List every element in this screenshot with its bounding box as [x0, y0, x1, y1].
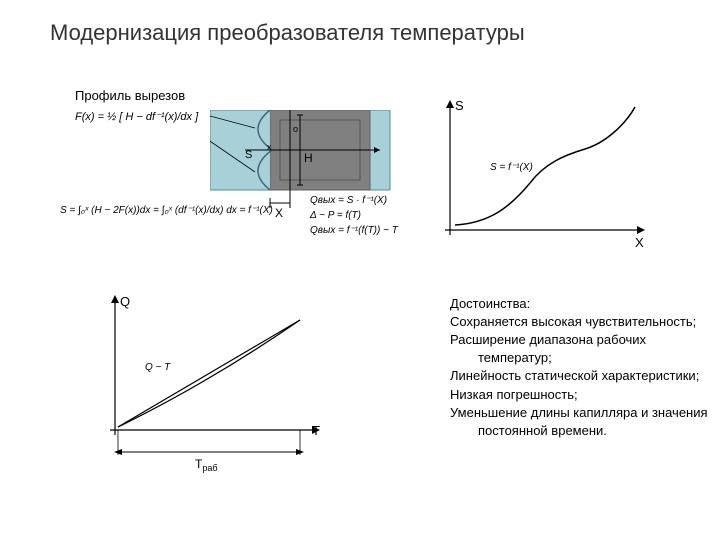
- equation-fx: F(x) = ½ [ H − df⁻¹(x)/dx ]: [75, 110, 198, 123]
- chart-q-vs-t: Q T Tраб Q ~ T: [90, 290, 350, 485]
- label-H: H: [304, 151, 313, 165]
- profile-label: Профиль вырезов: [75, 88, 185, 103]
- chart-s-ylabel: S: [455, 98, 464, 113]
- label-o: o: [293, 124, 298, 134]
- advantages-block: Достоинства: Сохраняется высокая чувстви…: [450, 295, 710, 440]
- advantages-heading: Достоинства:: [450, 295, 710, 313]
- chart-s-eq: S = f⁻¹(X): [490, 162, 533, 173]
- advantage-item: Уменьшение длины капилляра и значения по…: [450, 404, 710, 439]
- advantage-item: Линейность статической характеристики;: [450, 367, 710, 385]
- chart-s-xlabel: X: [635, 235, 644, 250]
- chart-s-vs-x: S X S = f⁻¹(X): [430, 95, 660, 270]
- label-S: S: [245, 149, 252, 161]
- label-X-bottom: X: [275, 206, 283, 220]
- advantage-item: Сохраняется высокая чувствительность;: [450, 313, 710, 331]
- chart-q-xlabel: T: [312, 423, 320, 438]
- chart-q-ylabel: Q: [120, 294, 130, 309]
- advantage-item: Низкая погрешность;: [450, 386, 710, 404]
- label-x: x: [267, 142, 272, 152]
- chart-q-range: Tраб: [195, 457, 218, 473]
- advantage-item: Расширение диапазона рабочих температур;: [450, 331, 710, 366]
- profile-diagram: S x o H X: [210, 110, 410, 245]
- page-title: Модернизация преобразователя температуры: [50, 20, 525, 46]
- chart-q-eq: Q ~ T: [145, 362, 171, 373]
